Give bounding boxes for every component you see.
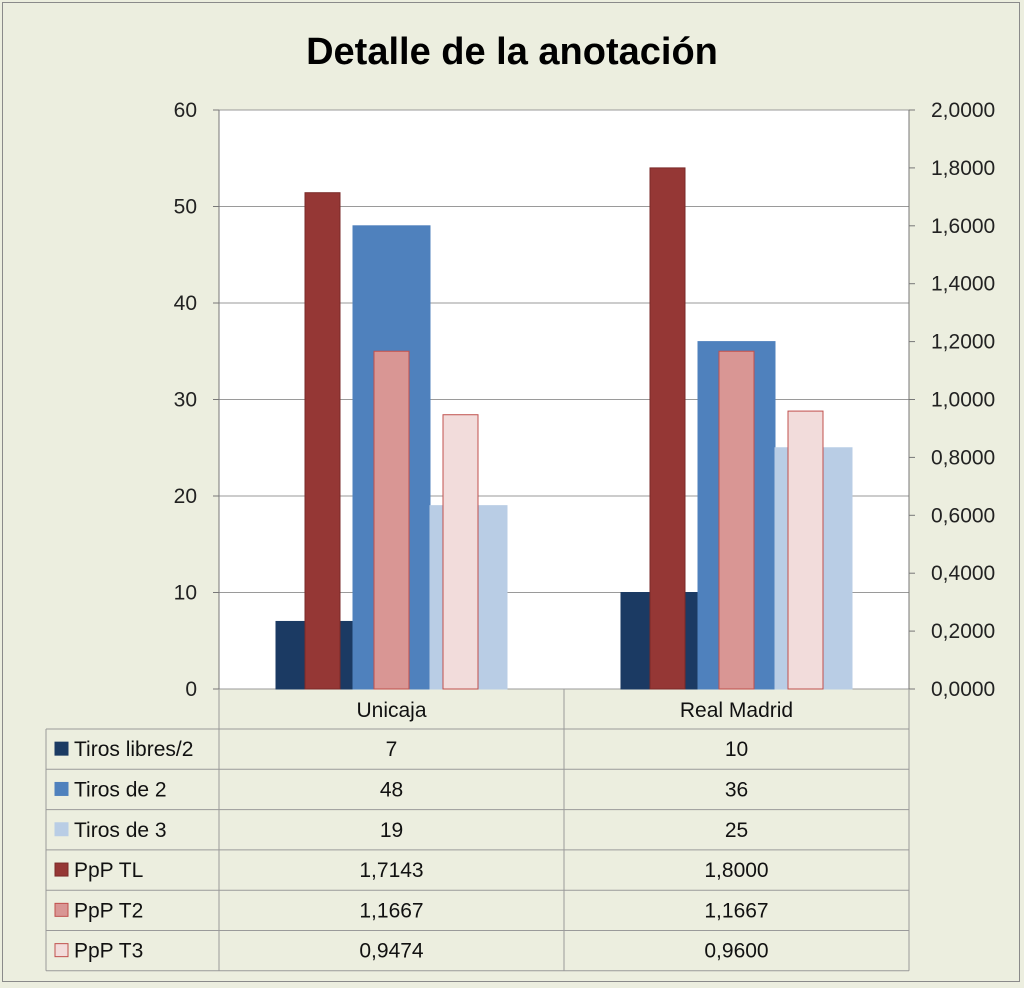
y-right-tick-label: 2,0000 (931, 99, 995, 122)
data-table-value: 1,8000 (704, 859, 768, 882)
y-right-tick-label: 1,2000 (931, 331, 995, 354)
bar-ppp-tl-1 (649, 167, 686, 690)
data-table-value: 19 (380, 819, 403, 842)
legend-label: Tiros de 3 (74, 819, 167, 842)
legend-key (54, 781, 69, 796)
data-table-value: 36 (725, 778, 748, 801)
y-right-tick-label: 1,6000 (931, 215, 995, 238)
y-left-tick-label: 10 (174, 582, 197, 605)
legend-key (54, 862, 69, 877)
y-right-tick-label: 0,2000 (931, 620, 995, 643)
data-table-value: 7 (386, 738, 398, 761)
data-table-value: 25 (725, 819, 748, 842)
data-table-value: 1,7143 (359, 859, 423, 882)
legend-key (54, 902, 69, 917)
y-right-tick-label: 1,0000 (931, 389, 995, 412)
bar-ppp-t3-0 (442, 414, 479, 690)
legend-key (54, 822, 69, 837)
category-label: Real Madrid (680, 699, 793, 722)
y-right-tick-label: 0,6000 (931, 504, 995, 527)
chart-title: Detalle de la anotación (306, 31, 718, 73)
y-left-tick-label: 0 (185, 678, 197, 701)
y-right-tick-label: 0,0000 (931, 678, 995, 701)
y-left-tick-label: 30 (174, 389, 197, 412)
y-right-tick-label: 1,8000 (931, 157, 995, 180)
legend-key (54, 741, 69, 756)
data-table-value: 10 (725, 738, 748, 761)
data-table-value: 48 (380, 778, 403, 801)
bar-ppp-tl-0 (304, 192, 341, 690)
legend-label: PpP T2 (74, 899, 143, 922)
y-left-tick-label: 20 (174, 485, 197, 508)
y-right-tick-label: 0,8000 (931, 446, 995, 469)
y-right-tick-label: 0,4000 (931, 562, 995, 585)
y-right-tick-label: 1,4000 (931, 273, 995, 296)
data-table-value: 0,9474 (359, 940, 424, 963)
y-left-tick-label: 40 (174, 292, 197, 315)
y-left-tick-label: 60 (174, 99, 197, 122)
legend-label: Tiros de 2 (74, 778, 167, 801)
data-table-value: 0,9600 (704, 940, 768, 963)
data-table-value: 1,1667 (704, 899, 768, 922)
legend-label: PpP T3 (74, 940, 143, 963)
legend-label: PpP TL (74, 859, 143, 882)
data-table-value: 1,1667 (359, 899, 423, 922)
bar-ppp-t2-0 (373, 350, 410, 690)
legend-label: Tiros libres/2 (74, 738, 193, 761)
legend-key (54, 943, 69, 958)
bar-ppp-t2-1 (718, 350, 755, 690)
bar-ppp-t3-1 (787, 410, 824, 690)
y-left-tick-label: 50 (174, 196, 197, 219)
category-label: Unicaja (356, 699, 426, 722)
